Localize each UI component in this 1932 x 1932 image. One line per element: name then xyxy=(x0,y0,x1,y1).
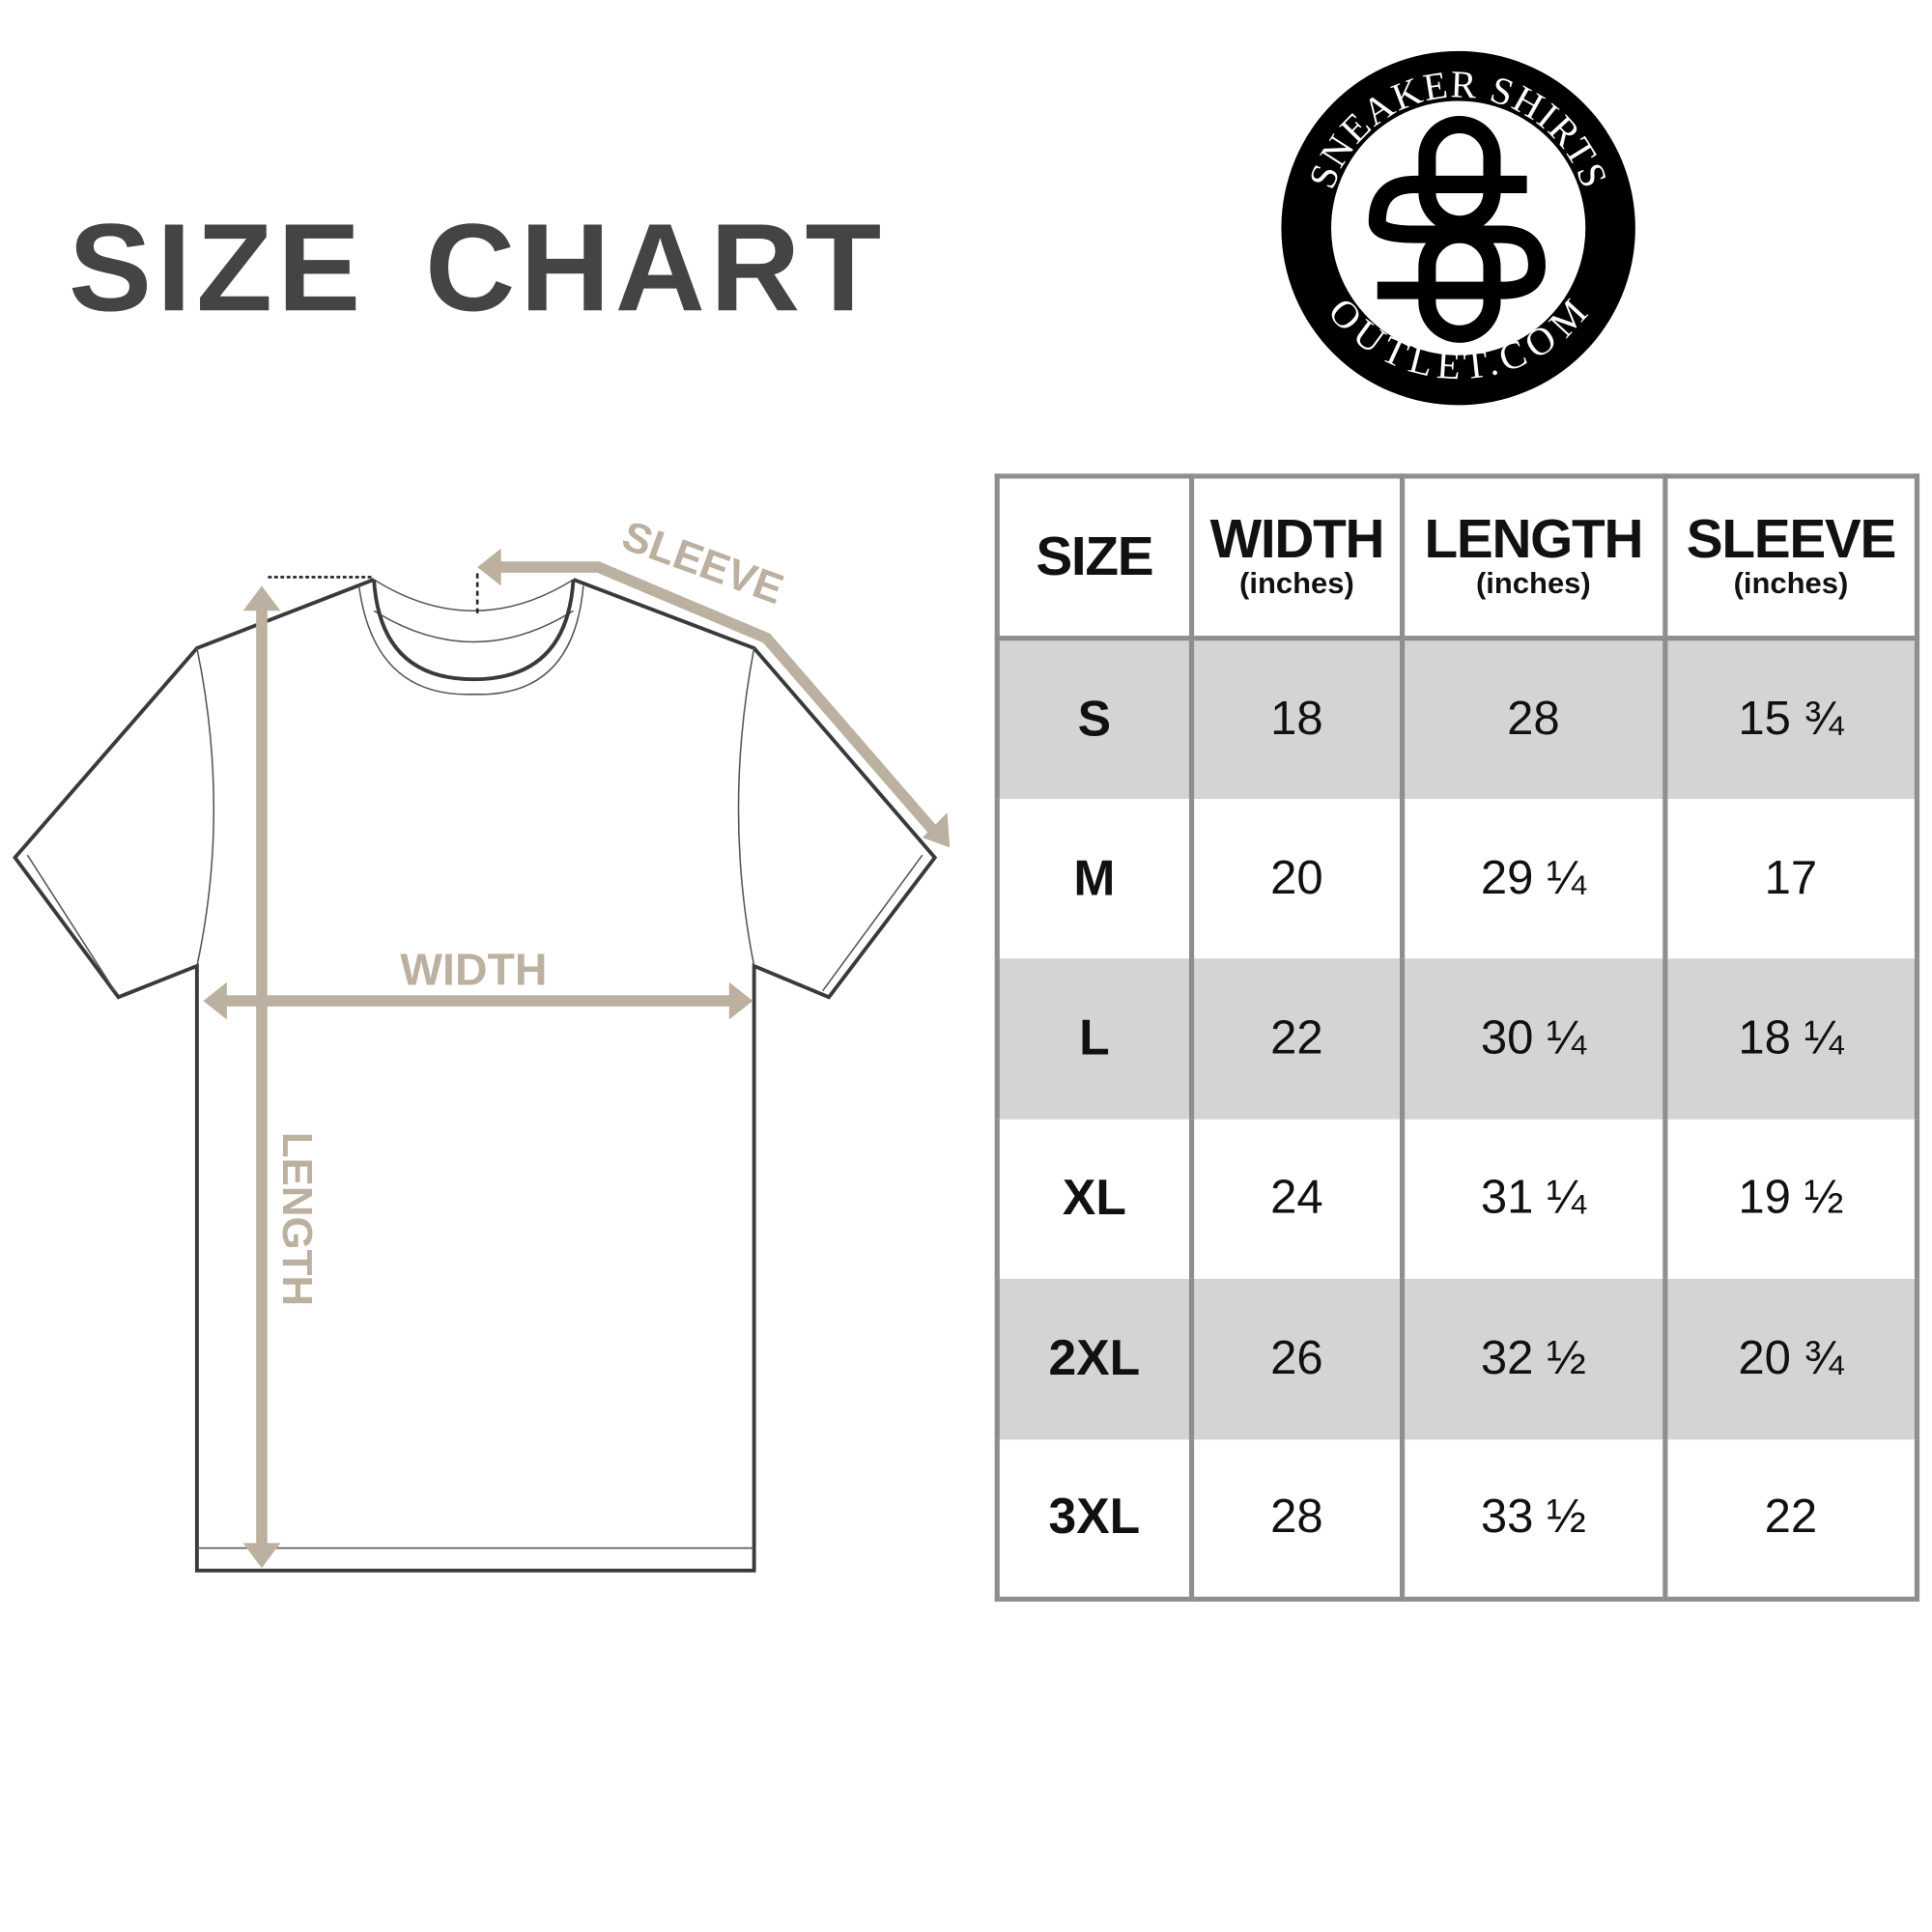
sleeve-cell: 20 ¾ xyxy=(1662,1278,1920,1439)
size-cell: L xyxy=(994,958,1195,1120)
width-cell: 28 xyxy=(1188,1438,1405,1600)
size-cell: S xyxy=(994,639,1195,799)
table-row: 3XL 28 33 ½ 22 xyxy=(994,1438,1920,1600)
length-label: LENGTH xyxy=(273,1132,321,1306)
width-cell: 18 xyxy=(1188,639,1405,799)
length-cell: 28 xyxy=(1399,639,1667,799)
sleeve-cell: 15 ¾ xyxy=(1662,639,1920,799)
length-cell: 33 ½ xyxy=(1399,1438,1667,1600)
length-cell: 32 ½ xyxy=(1399,1278,1667,1439)
size-cell: XL xyxy=(994,1119,1195,1279)
length-cell: 29 ¼ xyxy=(1399,798,1667,959)
brand-logo: SNEAKER SHIRTS OUTLET.COM xyxy=(1281,50,1635,406)
length-cell: 30 ¼ xyxy=(1399,958,1667,1120)
tshirt-diagram: SLEEVE WIDTH LENGTH xyxy=(13,524,951,1573)
width-cell: 24 xyxy=(1188,1119,1405,1279)
width-label: WIDTH xyxy=(400,944,547,994)
tshirt-outline xyxy=(13,578,938,1573)
sleeve-label: SLEEVE xyxy=(616,524,789,613)
sleeve-cell: 17 xyxy=(1662,798,1920,959)
width-cell: 26 xyxy=(1188,1278,1405,1439)
sleeve-cell: 22 xyxy=(1662,1438,1920,1600)
table-header-row: SIZE WIDTH (inches) LENGTH (inches) SLEEVE… xyxy=(994,473,1920,641)
size-table: SIZE WIDTH (inches) LENGTH (inches) SLEEVE… xyxy=(994,473,1920,1603)
monogram-icon xyxy=(1368,115,1546,343)
table-row: M 20 29 ¼ 17 xyxy=(994,798,1920,959)
sleeve-cell: 18 ¼ xyxy=(1662,958,1920,1120)
sleeve-arrow xyxy=(492,561,942,839)
table-row: L 22 30 ¼ 18 ¼ xyxy=(994,958,1920,1120)
header-size: SIZE xyxy=(994,473,1195,641)
table-row: XL 24 31 ¼ 19 ½ xyxy=(994,1119,1920,1279)
header-length: LENGTH (inches) xyxy=(1399,473,1667,641)
size-cell: 3XL xyxy=(994,1438,1195,1600)
header-sleeve: SLEEVE (inches) xyxy=(1662,473,1920,641)
page-title: SIZE CHART xyxy=(68,198,887,338)
table-row: S 18 28 15 ¾ xyxy=(994,639,1920,799)
size-cell: M xyxy=(994,798,1195,959)
width-cell: 20 xyxy=(1188,798,1405,959)
size-cell: 2XL xyxy=(994,1278,1195,1439)
header-width: WIDTH (inches) xyxy=(1188,473,1405,641)
table-row: 2XL 26 32 ½ 20 ¾ xyxy=(994,1278,1920,1439)
sleeve-cell: 19 ½ xyxy=(1662,1119,1920,1279)
width-cell: 22 xyxy=(1188,958,1405,1120)
length-cell: 31 ¼ xyxy=(1399,1119,1667,1279)
